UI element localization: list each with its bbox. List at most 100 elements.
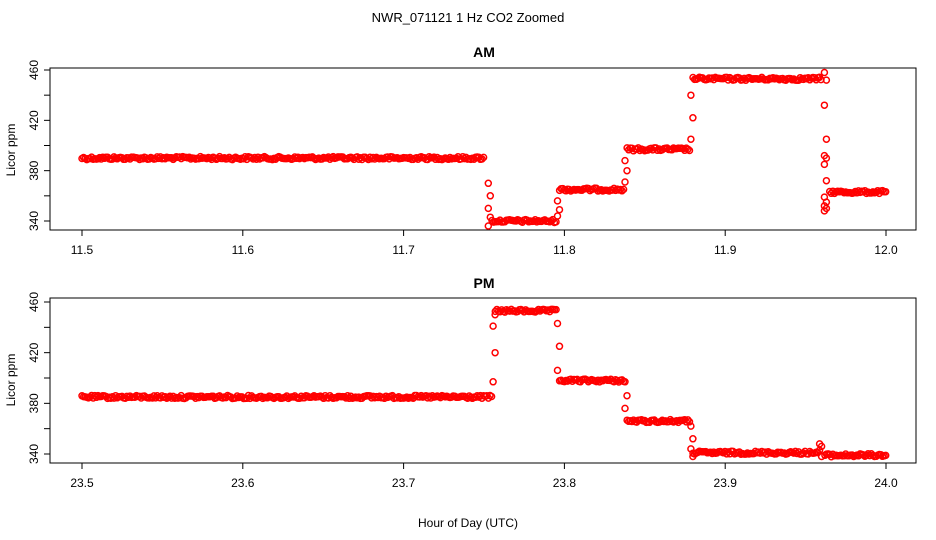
am-y-tick-label: 460 xyxy=(27,60,41,80)
data-point xyxy=(486,213,495,221)
data-point xyxy=(687,445,695,453)
data-point xyxy=(479,153,488,162)
am-segment-4 xyxy=(689,73,825,84)
data-point xyxy=(487,392,496,401)
pm-series-points xyxy=(78,305,890,461)
pm-segment-1 xyxy=(491,305,560,316)
data-point xyxy=(817,452,826,461)
figure-title: NWR_071121 1 Hz CO2 Zoomed xyxy=(372,10,565,25)
data-point xyxy=(685,418,694,426)
pm-transition-4 xyxy=(815,440,826,461)
data-point xyxy=(822,154,831,162)
data-point xyxy=(623,391,631,400)
x-axis-label: Hour of Day (UTC) xyxy=(418,516,518,530)
am-plot-frame xyxy=(49,67,917,231)
data-point xyxy=(553,212,562,220)
data-point xyxy=(820,68,829,77)
data-point xyxy=(621,378,629,386)
am-y-tick-label: 340 xyxy=(27,211,41,231)
am-segment-3 xyxy=(623,144,694,155)
pm-transition-2 xyxy=(621,378,631,413)
am-segment-0 xyxy=(78,152,488,164)
data-point xyxy=(619,185,628,194)
pm-panel-title: PM xyxy=(474,275,495,291)
am-transition-3 xyxy=(687,91,697,143)
pm-segment-3 xyxy=(623,415,694,427)
am-x-tick-label: 12.0 xyxy=(874,243,898,257)
data-point xyxy=(621,404,629,413)
am-x-tick-label: 11.8 xyxy=(553,243,576,257)
am-x-tick-label: 11.9 xyxy=(714,243,737,257)
pm-x-tick-label: 23.7 xyxy=(392,476,416,490)
pm-x-tick-label: 23.9 xyxy=(714,476,738,490)
am-x-tick-label: 11.5 xyxy=(71,243,94,257)
data-point xyxy=(417,391,425,400)
pm-transition-3 xyxy=(687,422,697,461)
data-point xyxy=(621,178,629,186)
pm-y-tick-label: 380 xyxy=(27,393,41,413)
am-transition-0 xyxy=(484,179,495,230)
data-point xyxy=(618,187,626,195)
data-point xyxy=(820,160,829,169)
pm-transition-0 xyxy=(489,310,499,386)
pm-x-axis: 23.5 23.6 23.7 23.8 23.9 24.0 xyxy=(70,463,898,490)
am-y-axis: 340 380 420 460 xyxy=(27,60,50,231)
data-point xyxy=(689,114,697,122)
data-point xyxy=(689,435,697,443)
data-point xyxy=(484,204,493,213)
am-y-axis-label: Licor ppm xyxy=(4,124,18,177)
am-transition-1 xyxy=(553,197,564,220)
data-point xyxy=(623,166,631,175)
pm-segment-5 xyxy=(821,450,890,461)
data-point xyxy=(623,144,631,152)
data-point xyxy=(555,342,564,351)
pm-segment-4 xyxy=(689,447,822,458)
data-point xyxy=(738,75,747,84)
data-point xyxy=(679,144,687,153)
pm-panel: PM Licor ppm 23.5 23.6 23.7 23.8 23.9 24.0 34… xyxy=(4,275,917,490)
data-point xyxy=(553,319,562,328)
am-transition-4 xyxy=(820,68,831,215)
am-x-axis: 11.5 11.6 11.7 11.8 11.9 12.0 xyxy=(71,230,898,257)
pm-y-axis: 340 380 420 460 xyxy=(27,292,50,464)
am-series-points xyxy=(78,68,890,230)
data-point xyxy=(820,207,829,215)
data-point xyxy=(653,146,662,155)
data-point xyxy=(489,322,497,330)
data-point xyxy=(724,448,732,456)
data-point xyxy=(616,185,625,194)
am-panel-title: AM xyxy=(473,44,495,60)
data-point xyxy=(881,187,890,196)
data-point xyxy=(881,451,890,460)
data-point xyxy=(815,446,824,454)
am-segment-2 xyxy=(555,184,628,195)
data-point xyxy=(687,422,695,430)
am-y-tick-label: 380 xyxy=(27,160,41,180)
data-point xyxy=(555,205,564,214)
data-point xyxy=(553,366,562,375)
pm-segment-0 xyxy=(78,391,496,403)
data-point xyxy=(484,179,493,188)
pm-x-tick-label: 23.5 xyxy=(70,476,94,490)
data-point xyxy=(552,305,560,314)
data-point xyxy=(92,393,101,402)
data-point xyxy=(233,392,241,400)
data-point xyxy=(621,156,629,165)
pm-x-tick-label: 23.6 xyxy=(231,476,255,490)
pm-plot-frame xyxy=(49,297,917,464)
data-point xyxy=(689,452,697,461)
data-point xyxy=(817,442,826,451)
pm-y-tick-label: 340 xyxy=(27,444,41,464)
data-point xyxy=(484,222,493,230)
data-point xyxy=(687,91,695,99)
am-segment-5 xyxy=(825,186,890,198)
data-point xyxy=(822,135,831,143)
data-point xyxy=(684,416,692,424)
am-segment-1 xyxy=(488,215,560,227)
am-y-tick-label: 420 xyxy=(27,110,41,130)
pm-x-tick-label: 24.0 xyxy=(874,476,898,490)
data-point xyxy=(822,76,831,84)
data-point xyxy=(687,135,695,143)
pm-y-axis-label: Licor ppm xyxy=(4,354,18,407)
